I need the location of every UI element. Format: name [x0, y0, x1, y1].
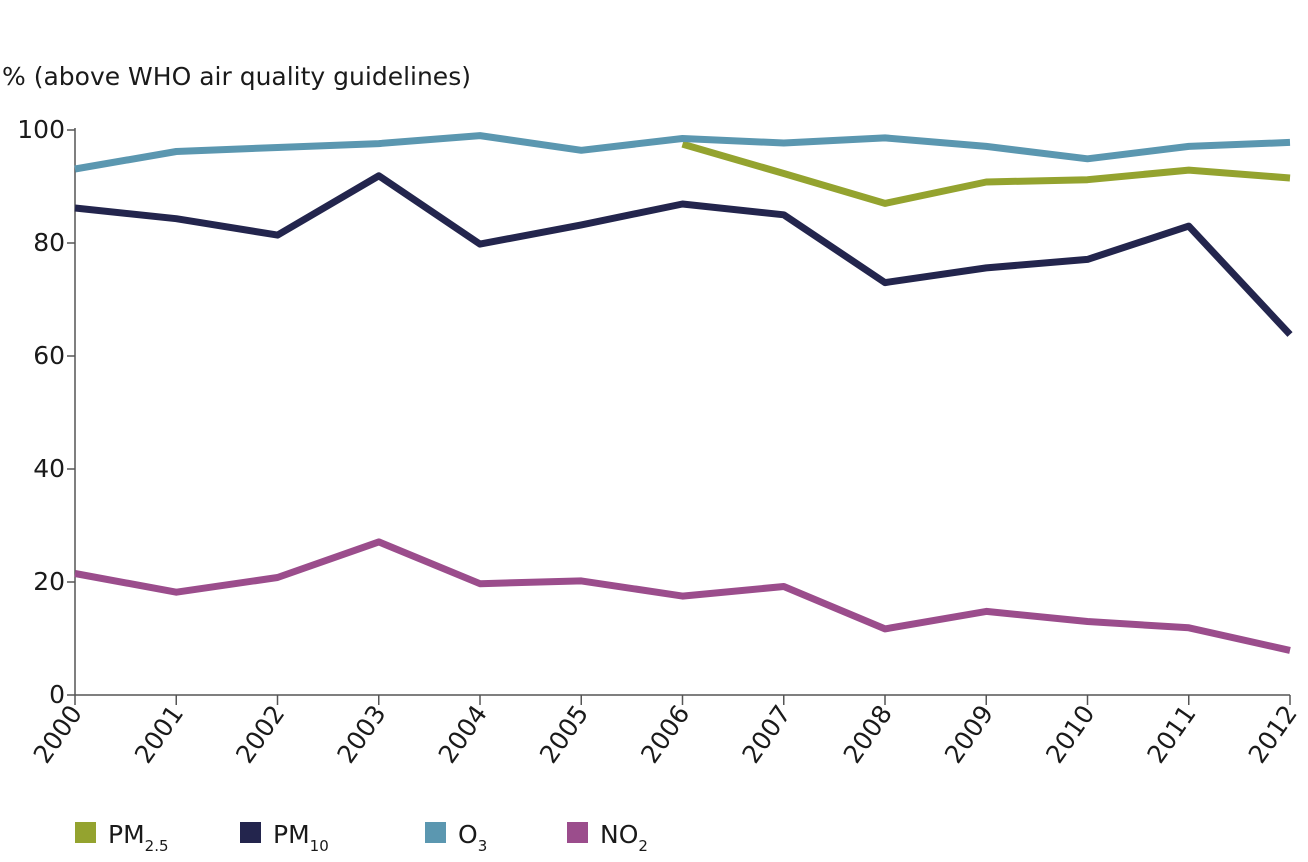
- x-axis-ticks: 2000 2001 2002 2003 2004 2005 2006 2007 2008 2009…: [28, 695, 1303, 769]
- legend-label: PM2.5: [108, 820, 169, 855]
- x-tick-label: 2009: [939, 700, 999, 769]
- x-tick-label: 2003: [331, 700, 391, 769]
- x-tick-label: 2001: [129, 700, 189, 769]
- y-tick-label: 20: [33, 567, 65, 596]
- x-tick-label: 2010: [1040, 700, 1100, 769]
- y-tick-label: 100: [17, 115, 65, 144]
- x-tick-label: 2011: [1141, 700, 1201, 769]
- legend-item-pm10: PM10: [240, 820, 329, 855]
- axes: [74, 128, 1290, 696]
- y-tick-label: 60: [33, 341, 65, 370]
- series-line-o3: [74, 132, 1291, 173]
- y-axis-title: % (above WHO air quality guidelines): [2, 62, 471, 91]
- legend-label: PM10: [273, 820, 329, 855]
- legend-item-no2: NO2: [567, 820, 648, 855]
- legend-item-o3: O3: [425, 820, 487, 855]
- series-line-no2: [74, 538, 1291, 654]
- legend-item-pm25: PM2.5: [75, 820, 169, 855]
- legend-label: O3: [458, 820, 487, 855]
- x-tick-label: 2008: [838, 700, 898, 769]
- x-tick-label: 2006: [635, 700, 695, 769]
- legend-swatch: [425, 822, 446, 843]
- legend: PM2.5 PM10 O3 NO2: [75, 820, 648, 855]
- legend-swatch: [75, 822, 96, 843]
- legend-swatch: [240, 822, 261, 843]
- y-tick-label: 0: [49, 680, 65, 709]
- y-tick-label: 80: [33, 228, 65, 257]
- series-line-pm10: [74, 172, 1293, 337]
- x-tick-label: 2002: [230, 700, 290, 769]
- series-lines: [74, 132, 1293, 654]
- y-tick-label: 40: [33, 454, 65, 483]
- legend-swatch: [567, 822, 588, 843]
- x-tick-label: 2004: [433, 700, 493, 769]
- x-tick-label: 2005: [534, 700, 594, 769]
- y-axis-ticks: 0 20 40 60 80 100: [17, 115, 75, 709]
- x-tick-label: 2012: [1243, 700, 1303, 769]
- series-line-pm25: [681, 140, 1291, 207]
- x-tick-label: 2007: [736, 700, 796, 769]
- legend-label: NO2: [600, 820, 648, 855]
- x-tick-label: 2000: [28, 700, 88, 769]
